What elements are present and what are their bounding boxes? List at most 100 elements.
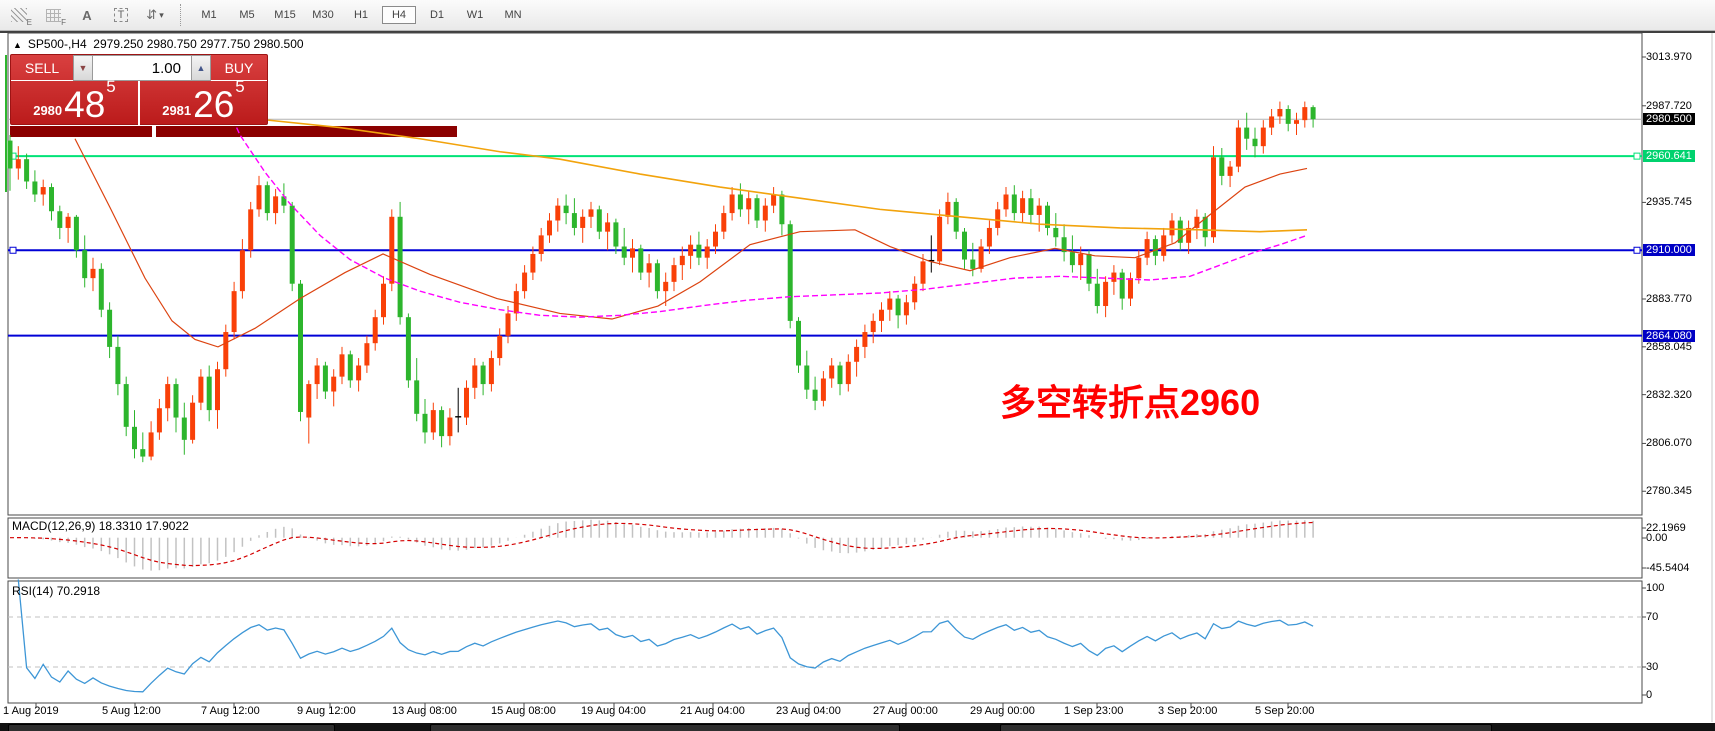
sell-quote[interactable]: 2980 48 5 <box>11 77 140 125</box>
blue-level-1-handle[interactable] <box>9 246 17 254</box>
rsi-label: RSI(14) <box>12 584 54 598</box>
price-tick-label: 2806.070 <box>1646 437 1692 450</box>
buy-price-sup: 5 <box>235 77 245 96</box>
ohlc-open: 2979.250 <box>93 37 144 51</box>
price-tick-label: 2832.320 <box>1646 388 1692 401</box>
indicators-e-icon[interactable]: E <box>4 3 34 27</box>
moving-averages-layer <box>74 86 1308 348</box>
indicator-axis-label: 0 <box>1646 689 1653 701</box>
candles-layer <box>5 55 1316 463</box>
price-tick-label: 2858.045 <box>1646 340 1692 353</box>
symbol-header: ▲ SP500-,H4 2979.250 2980.750 2977.750 29… <box>13 37 304 51</box>
timeframe-button-H1[interactable]: H1 <box>353 9 369 21</box>
timeframe-button-W1[interactable]: W1 <box>466 9 484 21</box>
time-tick-label: 21 Aug 04:00 <box>680 705 745 717</box>
toolbar-icons: E F A T ⇵ ▾ <box>0 3 170 27</box>
ma-slow <box>267 119 1308 233</box>
chrome-segment <box>8 724 335 731</box>
rsi-layer <box>8 579 1642 693</box>
price-tick-label: 2883.770 <box>1646 293 1692 305</box>
indicator-axis-label: 22.1969 <box>1646 522 1686 534</box>
price-badge-label: 2910.000 <box>1643 243 1712 257</box>
time-tick-label: 29 Aug 00:00 <box>970 705 1035 717</box>
macd-layer <box>9 519 1314 571</box>
time-tick-label: 3 Sep 20:00 <box>1158 705 1218 717</box>
time-tick-label: 1 Aug 2019 <box>3 705 59 717</box>
buy-quote[interactable]: 2981 26 5 <box>140 77 267 125</box>
timeframe-button-H4[interactable]: H4 <box>382 6 416 24</box>
indicator-axis-label: 30 <box>1646 661 1659 673</box>
volume-decrease-button[interactable]: ▼ <box>73 55 93 81</box>
annotations-layer: 多空转折点2960 <box>10 126 1260 423</box>
timeframe-button-M15[interactable]: M15 <box>274 9 296 21</box>
time-tick-label: 9 Aug 12:00 <box>297 705 356 717</box>
price-tick-label: 3013.970 <box>1646 51 1692 63</box>
bottom-window-chrome <box>0 723 1715 731</box>
rsi-header: RSI(14) 70.2918 <box>12 584 100 598</box>
timeframe-bar: M1 M5 M15 M30 H1 H4 D1 W1 MN <box>190 6 532 24</box>
price-tick-label: 2987.720 <box>1646 99 1692 112</box>
timeframe-button-M5[interactable]: M5 <box>239 9 255 21</box>
macd-signal-line <box>9 521 1314 567</box>
buy-button[interactable]: BUY <box>211 55 267 81</box>
price-badge-label: 2980.500 <box>1643 112 1712 126</box>
indicator-axis-label: 0.00 <box>1646 532 1668 544</box>
sell-button[interactable]: SELL <box>11 55 73 81</box>
indicator-axis-label: 70 <box>1646 611 1659 623</box>
buy-price-digits: 26 <box>193 84 235 125</box>
ma-fast <box>74 138 1308 348</box>
timeframe-button-D1[interactable]: D1 <box>429 9 445 21</box>
text-label-icon[interactable]: A <box>82 7 92 23</box>
indicator-axis-label: 100 <box>1646 582 1665 594</box>
toolbar: E F A T ⇵ ▾ M1 M5 M15 M30 H1 H4 D1 W1 MN <box>0 0 1715 31</box>
time-tick-label: 15 Aug 08:00 <box>491 705 556 717</box>
time-tick-label: 5 Sep 20:00 <box>1255 705 1315 717</box>
chrome-segment <box>1000 724 1492 731</box>
rsi-line <box>17 579 1314 693</box>
macd-value-signal: 17.9022 <box>145 519 189 533</box>
text-box-icon[interactable]: T <box>106 3 136 27</box>
toolbar-divider <box>0 31 1715 33</box>
time-tick-label: 7 Aug 12:00 <box>201 705 260 717</box>
chart-text-annotation: 多空转折点2960 <box>1000 382 1260 423</box>
macd-value-main: 18.3310 <box>98 519 143 533</box>
sell-price-prefix: 2980 <box>33 103 63 118</box>
time-tick-label: 19 Aug 04:00 <box>581 705 646 717</box>
blue-level-1-handle[interactable] <box>1633 246 1641 254</box>
sell-price-digits: 48 <box>64 84 106 125</box>
timeframe-button-M30[interactable]: M30 <box>312 9 334 21</box>
time-tick-label: 1 Sep 23:00 <box>1064 705 1124 717</box>
price-tick-label: 2935.745 <box>1646 196 1692 209</box>
ohlc-high: 2980.750 <box>146 37 197 51</box>
indicator-axis-label: -45.5404 <box>1646 562 1690 574</box>
volume-input[interactable] <box>93 56 191 80</box>
buy-price-prefix: 2981 <box>162 103 192 118</box>
time-tick-label: 23 Aug 04:00 <box>776 705 841 717</box>
toolbar-separator <box>180 4 182 26</box>
time-tick-label: 5 Aug 12:00 <box>102 705 161 717</box>
symbol-name: SP500-,H4 <box>27 37 87 51</box>
price-tick-label: 2780.345 <box>1646 485 1692 498</box>
chrome-segment <box>430 724 900 731</box>
fibonacci-grid-f-icon[interactable]: F <box>38 3 68 27</box>
ohlc-low: 2977.750 <box>200 37 251 51</box>
timeframe-button-MN[interactable]: MN <box>504 9 522 21</box>
price-badge-label: 2960.641 <box>1643 149 1712 163</box>
ma-mid <box>217 86 1308 318</box>
time-tick-label: 13 Aug 08:00 <box>392 705 457 717</box>
price-badge-label: 2864.080 <box>1643 329 1712 343</box>
macd-header: MACD(12,26,9) 18.3310 17.9022 <box>12 519 189 533</box>
volume-increase-button[interactable]: ▲ <box>191 55 211 81</box>
symbol-dropdown-icon[interactable]: ▲ <box>13 40 22 50</box>
horizontal-lines-layer <box>8 118 1642 337</box>
ohlc-close: 2980.500 <box>253 37 304 51</box>
timeframe-button-M1[interactable]: M1 <box>201 9 217 21</box>
green-level-handle[interactable] <box>1633 152 1641 160</box>
arrows-object-icon[interactable]: ⇵ ▾ <box>146 7 164 22</box>
rsi-value: 70.2918 <box>56 584 101 598</box>
sell-price-sup: 5 <box>106 77 116 96</box>
time-tick-label: 27 Aug 00:00 <box>873 705 938 717</box>
